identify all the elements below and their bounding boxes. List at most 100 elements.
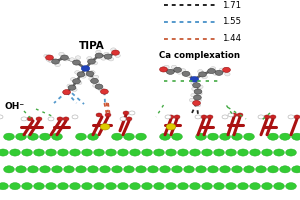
Circle shape	[180, 69, 186, 72]
Circle shape	[46, 183, 56, 190]
Circle shape	[160, 133, 170, 140]
Circle shape	[142, 149, 152, 156]
Circle shape	[274, 183, 284, 190]
Circle shape	[192, 87, 197, 91]
Circle shape	[70, 149, 80, 156]
Circle shape	[280, 133, 290, 140]
Circle shape	[195, 103, 201, 107]
Circle shape	[178, 149, 188, 156]
Circle shape	[88, 59, 95, 64]
Circle shape	[120, 117, 126, 121]
Circle shape	[111, 48, 116, 51]
Circle shape	[196, 166, 206, 173]
Circle shape	[63, 90, 70, 95]
Circle shape	[112, 166, 122, 173]
Circle shape	[168, 115, 174, 119]
Circle shape	[58, 149, 68, 156]
Circle shape	[142, 183, 152, 190]
Circle shape	[201, 115, 207, 119]
Circle shape	[0, 149, 8, 156]
Circle shape	[215, 70, 223, 75]
Circle shape	[232, 133, 242, 140]
Circle shape	[57, 117, 63, 121]
Circle shape	[73, 60, 80, 65]
Circle shape	[100, 166, 110, 173]
Circle shape	[193, 101, 200, 106]
Circle shape	[214, 149, 224, 156]
Circle shape	[89, 77, 94, 81]
Circle shape	[4, 133, 14, 140]
Circle shape	[28, 166, 38, 173]
Circle shape	[186, 74, 191, 77]
Circle shape	[81, 66, 90, 71]
Circle shape	[274, 149, 284, 156]
Circle shape	[61, 55, 68, 60]
Circle shape	[167, 69, 174, 74]
Circle shape	[34, 149, 44, 156]
Circle shape	[288, 115, 294, 119]
Circle shape	[270, 115, 276, 119]
Circle shape	[91, 78, 98, 83]
Circle shape	[166, 149, 176, 156]
Circle shape	[22, 149, 32, 156]
Circle shape	[202, 183, 212, 190]
Circle shape	[124, 166, 134, 173]
Circle shape	[52, 59, 59, 64]
Circle shape	[88, 166, 98, 173]
Circle shape	[166, 183, 176, 190]
Circle shape	[124, 133, 134, 140]
Circle shape	[228, 113, 234, 117]
Circle shape	[222, 115, 228, 119]
Circle shape	[82, 183, 92, 190]
Circle shape	[129, 111, 135, 115]
Circle shape	[16, 133, 26, 140]
Circle shape	[59, 52, 64, 56]
Circle shape	[202, 149, 212, 156]
Circle shape	[232, 166, 242, 173]
Circle shape	[190, 149, 200, 156]
Circle shape	[95, 53, 103, 58]
Circle shape	[46, 55, 53, 60]
Text: 1.71: 1.71	[222, 1, 241, 10]
Circle shape	[244, 166, 254, 173]
Circle shape	[268, 166, 278, 173]
Circle shape	[75, 56, 81, 59]
Circle shape	[237, 113, 243, 117]
Circle shape	[191, 81, 196, 85]
Circle shape	[115, 54, 120, 57]
Circle shape	[68, 85, 76, 90]
Circle shape	[70, 78, 76, 81]
Circle shape	[262, 183, 272, 190]
Circle shape	[258, 115, 264, 119]
Circle shape	[196, 133, 206, 140]
Circle shape	[174, 67, 182, 72]
Circle shape	[256, 166, 266, 173]
Circle shape	[154, 183, 164, 190]
Circle shape	[104, 54, 112, 59]
Text: 1.55: 1.55	[222, 17, 241, 26]
Circle shape	[72, 88, 77, 91]
Circle shape	[10, 149, 20, 156]
Circle shape	[63, 57, 69, 61]
Circle shape	[4, 166, 14, 173]
Circle shape	[82, 149, 92, 156]
Circle shape	[130, 149, 140, 156]
Circle shape	[104, 52, 109, 56]
Circle shape	[264, 115, 270, 119]
Circle shape	[292, 133, 300, 140]
Circle shape	[166, 124, 176, 130]
Circle shape	[112, 50, 119, 55]
Circle shape	[87, 57, 92, 60]
Circle shape	[36, 117, 42, 121]
Circle shape	[76, 133, 86, 140]
Circle shape	[250, 183, 260, 190]
Circle shape	[171, 65, 177, 69]
Circle shape	[213, 72, 218, 75]
Circle shape	[96, 113, 102, 117]
Circle shape	[198, 85, 203, 89]
Circle shape	[94, 82, 99, 85]
Circle shape	[244, 133, 254, 140]
Circle shape	[172, 166, 182, 173]
Circle shape	[99, 88, 104, 91]
Circle shape	[94, 149, 104, 156]
